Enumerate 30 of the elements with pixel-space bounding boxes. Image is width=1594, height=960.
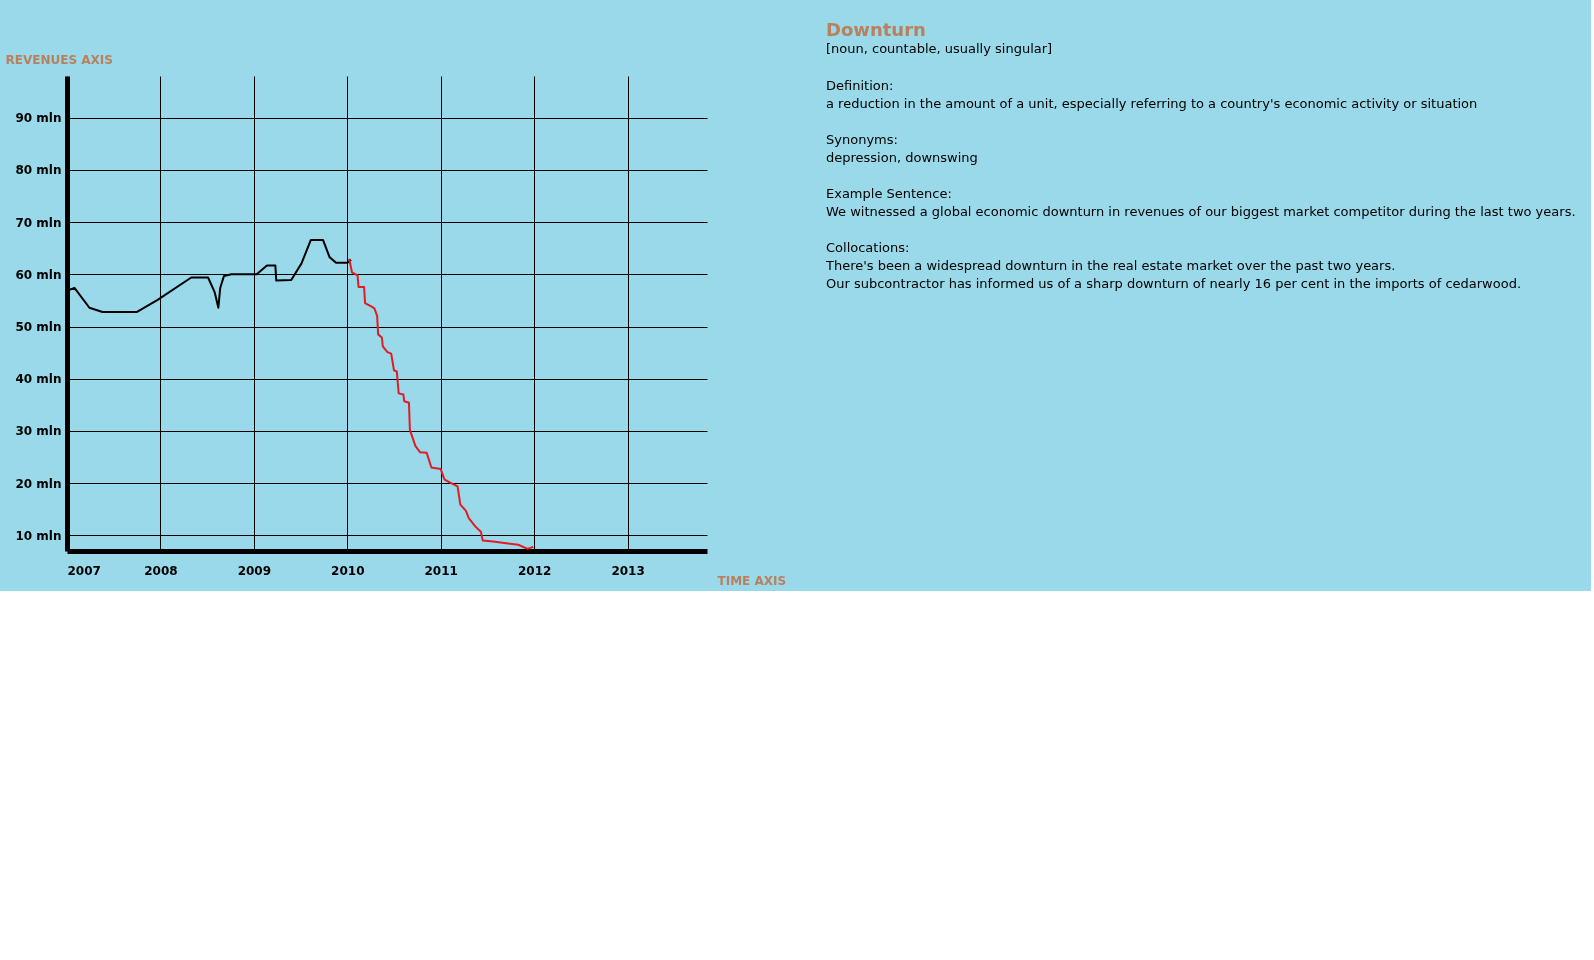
text: There's been a widespread downturn in the real estate market over the past two years. bbox=[825, 258, 1396, 273]
y-tick-label: 60 mln bbox=[15, 267, 62, 282]
x-tick-label: 2013 bbox=[611, 563, 645, 578]
y-tick-label: 40 mln bbox=[15, 372, 62, 387]
x-tick-label: 2012 bbox=[517, 563, 552, 578]
y-tick-label: 30 mln bbox=[15, 424, 62, 439]
text: Collocations: bbox=[826, 240, 910, 255]
text: Downturn bbox=[826, 19, 926, 40]
text: Our subcontractor has informed us of a sharp downturn of nearly 16 per cent in the imports of cedarwood. bbox=[826, 276, 1522, 291]
x-axis-title: TIME AXIS bbox=[717, 573, 787, 588]
y-tick-label: 20 mln bbox=[15, 476, 62, 491]
y-tick-label: 80 mln bbox=[15, 163, 62, 178]
x-tick-label: 2008 bbox=[144, 563, 178, 578]
x-tick-label: 2011 bbox=[424, 563, 458, 578]
x-tick-label: 2009 bbox=[237, 563, 272, 578]
line-series bbox=[348, 257, 535, 550]
text: Synonyms: bbox=[826, 132, 898, 147]
y-tick-label: 70 mln bbox=[15, 215, 62, 230]
text: Definition: bbox=[826, 78, 894, 93]
y-tick-label: 90 mln bbox=[15, 111, 62, 126]
y-axis-title: REVENUES AXIS bbox=[5, 52, 113, 67]
x-tick-label: 2007 bbox=[67, 563, 101, 578]
y-tick-label: 10 mln bbox=[15, 528, 62, 543]
text: a reduction in the amount of a unit, especially referring to a country's economic activity or situation bbox=[826, 96, 1478, 111]
y-tick-label: 50 mln bbox=[15, 320, 62, 335]
x-tick-label: 2010 bbox=[331, 563, 365, 578]
text: Example Sentence: bbox=[826, 186, 952, 201]
text: We witnessed a global economic downturn in revenues of our biggest market competitor during the last two years. bbox=[826, 204, 1576, 219]
text: [noun, countable, usually singular] bbox=[826, 41, 1053, 56]
text: depression, downswing bbox=[826, 150, 978, 165]
